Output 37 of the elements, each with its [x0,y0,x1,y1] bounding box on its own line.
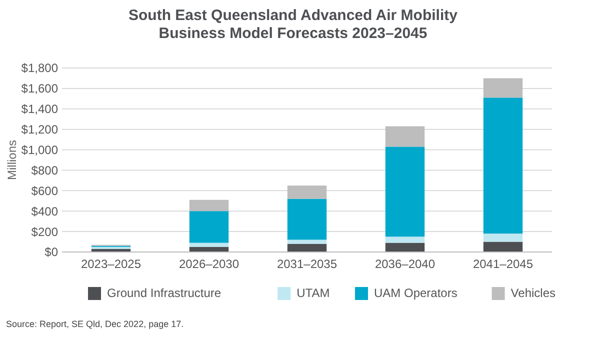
bar [287,244,327,252]
bar [385,236,425,243]
bar [189,242,229,247]
bar [483,78,523,98]
y-tick-label: $800 [31,163,58,178]
x-tick-label: 2026–2030 [178,257,240,271]
x-tick-label: 2036–2040 [374,257,436,271]
legend-label: Ground Infrastructure [107,286,222,300]
legend-label: Vehicles [510,286,556,300]
x-tick-label: 2041–2045 [472,257,534,271]
y-tick-label: $1,400 [21,102,58,116]
y-tick-label: $200 [31,224,58,239]
y-tick-label: $1,000 [21,142,58,157]
y-tick-label: $1,200 [21,122,58,137]
y-tick-label: $400 [31,204,58,218]
bar [287,198,327,240]
bar [189,211,229,243]
x-tick-label: 2023–2025 [80,257,142,271]
bar [483,98,523,234]
bar [483,242,523,252]
y-axis-title: Millions [5,140,19,180]
bar [385,242,425,252]
chart-title: South East Queensland Advanced Air Mobility Business Model Forecasts 2023–2045 [128,7,458,42]
y-tick-label: $1,800 [21,61,58,76]
source-note: Source: Report, SE Qld, Dec 2022, page 17. [6,319,184,329]
bar [287,240,327,244]
y-tick-label: $1,600 [21,82,58,96]
y-tick-label: $600 [31,184,58,198]
bar [385,146,425,237]
bar [189,200,229,212]
y-tick-label: $0 [44,245,58,260]
legend-label: UTAM [296,286,330,300]
bar [385,126,425,147]
x-tick-label: 2031–2035 [276,257,338,271]
legend-label: UAM Operators [374,286,458,300]
bar [483,234,523,242]
bar [287,186,327,199]
